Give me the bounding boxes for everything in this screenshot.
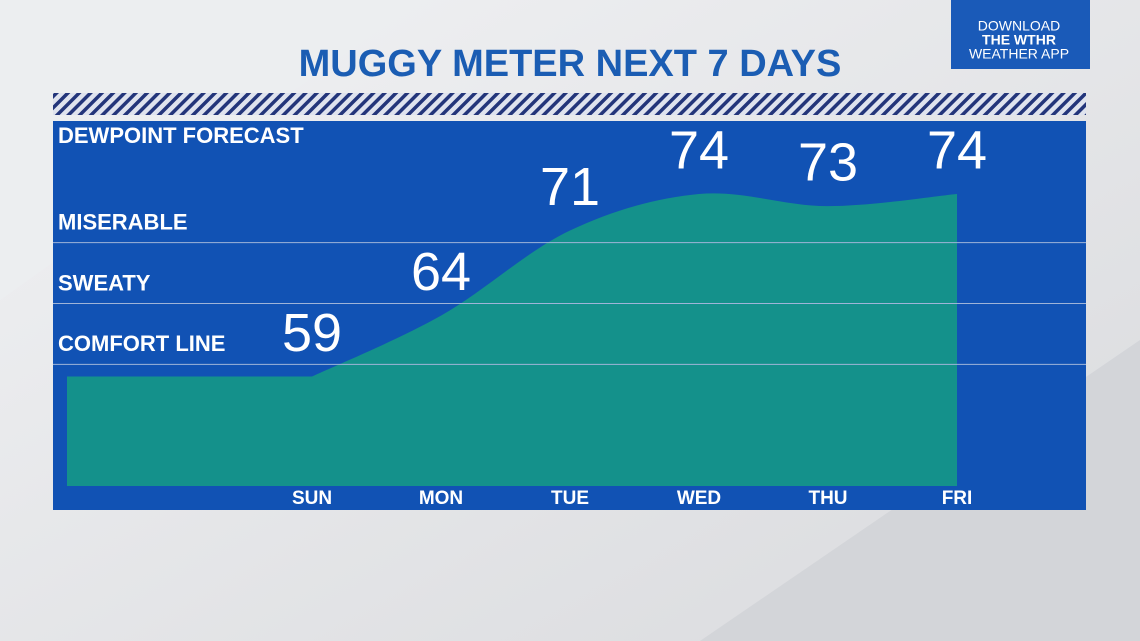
hatch-stripe bbox=[53, 93, 1086, 115]
level-label: MISERABLE bbox=[58, 209, 188, 234]
badge-line: WEATHER APP bbox=[969, 46, 1069, 62]
value-label: 59 bbox=[282, 303, 342, 363]
value-label: 64 bbox=[411, 242, 471, 302]
x-tick-label: FRI bbox=[942, 488, 973, 509]
level-label: SWEATY bbox=[58, 270, 151, 295]
chart-title: MUGGY METER NEXT 7 DAYS bbox=[299, 43, 842, 85]
x-tick-label: WED bbox=[677, 488, 721, 509]
badge-line: DOWNLOAD bbox=[978, 18, 1060, 34]
badge-line: THE WTHR bbox=[982, 32, 1056, 48]
x-tick-label: TUE bbox=[551, 488, 589, 509]
chart-subtitle: DEWPOINT FORECAST bbox=[58, 123, 304, 148]
x-tick-label: SUN bbox=[292, 488, 332, 509]
area bbox=[312, 193, 957, 486]
level-label: COMFORT LINE bbox=[58, 331, 225, 356]
x-tick-label: THU bbox=[808, 488, 847, 509]
x-tick-label: MON bbox=[419, 488, 463, 509]
value-label: 74 bbox=[669, 120, 729, 180]
value-label: 71 bbox=[540, 157, 600, 217]
area-lead-in bbox=[67, 376, 312, 486]
value-label: 73 bbox=[798, 132, 858, 192]
app-badge bbox=[951, 0, 1090, 69]
value-label: 74 bbox=[927, 120, 987, 180]
